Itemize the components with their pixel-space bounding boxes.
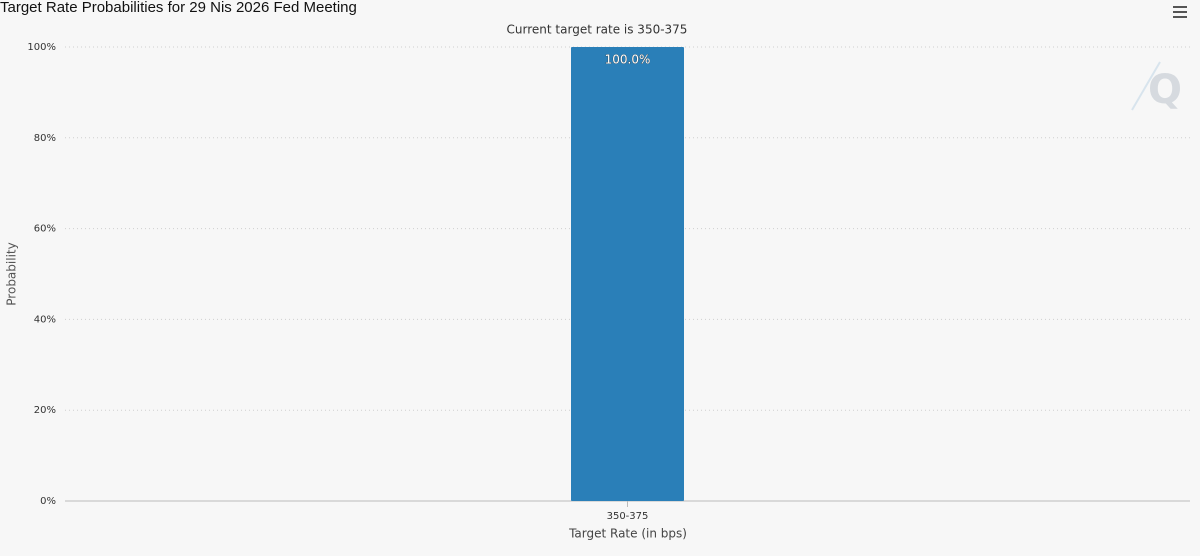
data-label: 100.0% <box>605 53 651 67</box>
y-tick-label: 40% <box>34 314 56 325</box>
x-axis-title: Target Rate (in bps) <box>568 527 687 541</box>
x-tick-label: 350-375 <box>607 511 649 522</box>
y-axis-title: Probability <box>5 242 19 305</box>
logo-stroke <box>1131 61 1161 111</box>
menu-icon-line <box>1173 16 1187 18</box>
watermark-logo: Q <box>1131 61 1182 113</box>
chart-title: Target Rate Probabilities for 29 Nis 202… <box>0 0 357 16</box>
y-tick-label: 60% <box>34 224 56 235</box>
y-tick-label: 0% <box>40 496 56 507</box>
bar <box>571 47 684 501</box>
chart-subtitle: Current target rate is 350-375 <box>507 23 688 37</box>
y-tick-label: 80% <box>34 133 56 144</box>
menu-button[interactable] <box>1172 4 1188 20</box>
logo-letter: Q <box>1148 67 1182 113</box>
menu-icon-line <box>1173 6 1187 8</box>
y-tick-label: 20% <box>34 405 56 416</box>
menu-icon-line <box>1173 11 1187 13</box>
y-tick-label: 100% <box>27 42 56 53</box>
